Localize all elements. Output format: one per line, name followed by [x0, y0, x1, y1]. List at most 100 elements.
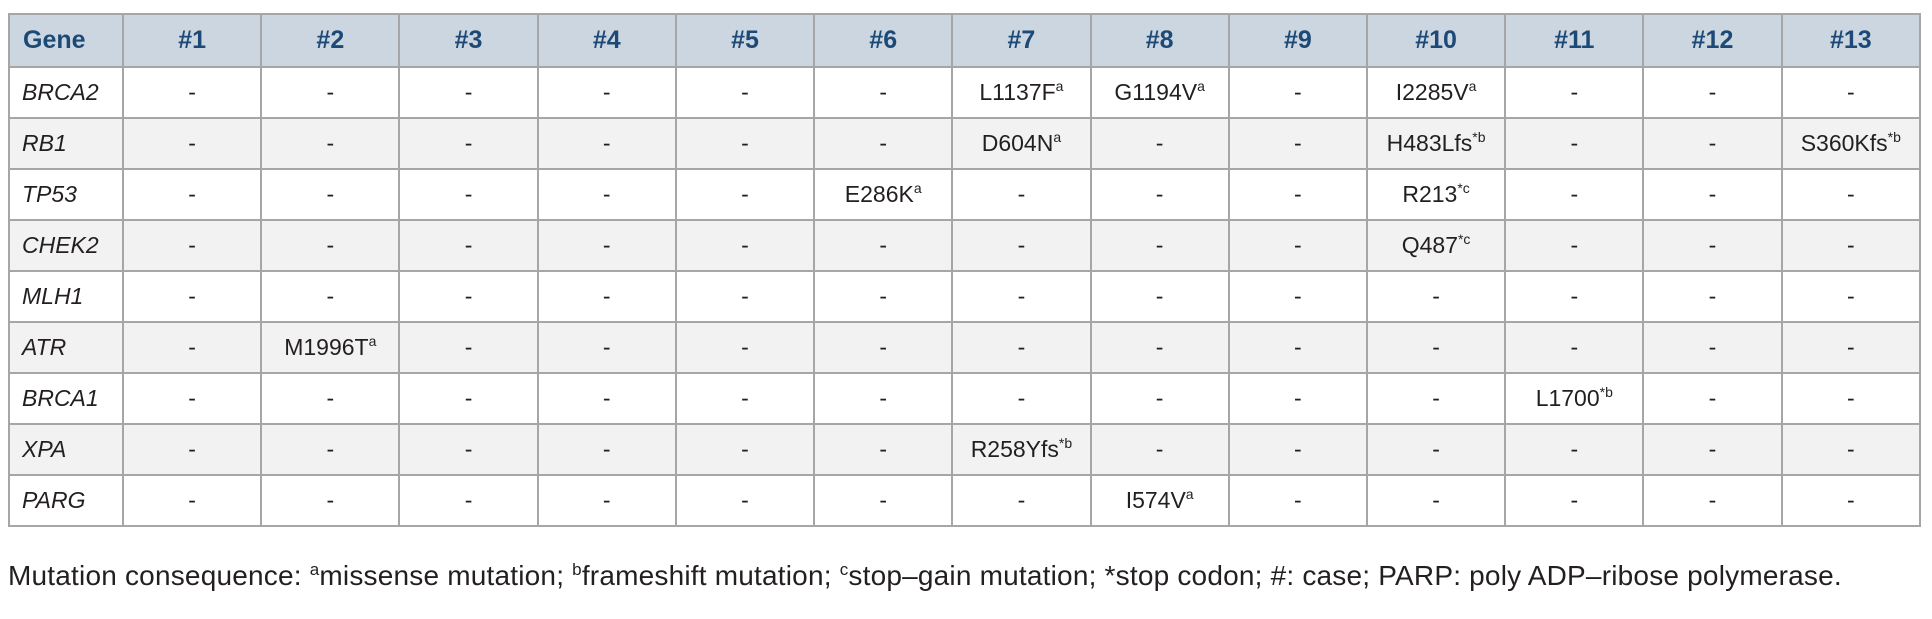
empty-cell: -: [121, 321, 263, 374]
empty-cell: -: [1227, 117, 1368, 170]
empty-cell: -: [536, 66, 677, 119]
table-body: BRCA2- - - - - - L1137Fa G1194Va - I2285Va - - - RB1-…: [8, 66, 1922, 527]
empty-cell: -: [1365, 423, 1507, 476]
empty-cell: -: [536, 270, 677, 323]
mutation-consequence-superscript: *b: [1472, 129, 1486, 145]
empty-cell: -: [1089, 117, 1230, 170]
header-row: Gene #1 #2 #3 #4 #5 #6 #7 #8 #9 #10 #11 #12 #13: [8, 13, 1922, 68]
empty-cell: -: [260, 168, 401, 221]
empty-cell: -: [1780, 219, 1922, 272]
mutation-cell: H483Lfs*b: [1365, 117, 1507, 170]
empty-cell: -: [536, 321, 677, 374]
empty-cell: -: [674, 270, 816, 323]
empty-cell: -: [1089, 372, 1230, 425]
empty-cell: -: [121, 372, 263, 425]
table-header: Gene #1 #2 #3 #4 #5 #6 #7 #8 #9 #10 #11 #12 #13: [8, 13, 1922, 68]
footnote-superscript: a: [309, 560, 320, 579]
mutation-cell: D604Na: [951, 117, 1092, 170]
empty-cell: -: [813, 66, 954, 119]
empty-cell: -: [1227, 219, 1368, 272]
case-column-header: #3: [398, 13, 539, 68]
gene-cell: BRCA2: [8, 66, 124, 119]
mutation-consequence-superscript: *c: [1457, 180, 1470, 196]
case-column-header: #7: [951, 13, 1092, 68]
empty-cell: -: [1504, 168, 1645, 221]
empty-cell: -: [813, 270, 954, 323]
mutation-consequence-superscript: a: [1055, 78, 1064, 94]
empty-cell: -: [121, 270, 263, 323]
empty-cell: -: [536, 474, 677, 527]
empty-cell: -: [1780, 168, 1922, 221]
case-column-header: #12: [1642, 13, 1783, 68]
mutation-consequence-superscript: a: [1053, 129, 1062, 145]
empty-cell: -: [398, 219, 539, 272]
empty-cell: -: [951, 219, 1092, 272]
empty-cell: -: [813, 321, 954, 374]
empty-cell: -: [1227, 423, 1368, 476]
table-row: XPA - - - - - - R258Yfs*b - - - - - -: [8, 423, 1922, 476]
empty-cell: -: [398, 372, 539, 425]
empty-cell: -: [813, 423, 954, 476]
mutation-cell: S360Kfs*b: [1780, 117, 1922, 170]
table-footnote: Mutation consequence: amissense mutation…: [8, 560, 1842, 591]
empty-cell: -: [260, 270, 401, 323]
empty-cell: -: [674, 66, 816, 119]
empty-cell: -: [1642, 117, 1783, 170]
gene-cell: BRCA1: [8, 372, 124, 425]
mutation-consequence-superscript: a: [1185, 486, 1194, 502]
mutation-cell: G1194Va: [1089, 66, 1230, 119]
empty-cell: -: [951, 474, 1092, 527]
empty-cell: -: [674, 219, 816, 272]
empty-cell: -: [398, 66, 539, 119]
empty-cell: -: [398, 270, 539, 323]
empty-cell: -: [260, 219, 401, 272]
empty-cell: -: [674, 117, 816, 170]
empty-cell: -: [1642, 270, 1783, 323]
mutation-cell: E286Ka: [813, 168, 954, 221]
empty-cell: -: [1504, 270, 1645, 323]
empty-cell: -: [674, 474, 816, 527]
empty-cell: -: [1642, 474, 1783, 527]
case-column-header: #4: [536, 13, 677, 68]
empty-cell: -: [1227, 66, 1368, 119]
table-row: RB1- - - - - - D604Na - - H483Lfs*b - - S360Kfs*b: [8, 117, 1922, 170]
empty-cell: -: [951, 168, 1092, 221]
empty-cell: -: [1227, 270, 1368, 323]
footnote-superscript: b: [572, 560, 582, 579]
mutation-cell: Q487*c: [1365, 219, 1507, 272]
empty-cell: -: [1504, 423, 1645, 476]
empty-cell: -: [1780, 66, 1922, 119]
empty-cell: -: [674, 423, 816, 476]
empty-cell: -: [951, 321, 1092, 374]
empty-cell: -: [121, 474, 263, 527]
mutation-consequence-superscript: a: [913, 180, 922, 196]
empty-cell: -: [813, 372, 954, 425]
empty-cell: -: [1089, 423, 1230, 476]
empty-cell: -: [121, 66, 263, 119]
empty-cell: -: [813, 474, 954, 527]
empty-cell: -: [121, 117, 263, 170]
empty-cell: -: [1227, 168, 1368, 221]
empty-cell: -: [1642, 372, 1783, 425]
gene-cell: MLH1: [8, 270, 124, 323]
empty-cell: -: [674, 168, 816, 221]
table-row: BRCA1- - - - - - - - - - L1700*b - -: [8, 372, 1922, 425]
empty-cell: -: [536, 168, 677, 221]
empty-cell: -: [121, 423, 263, 476]
case-column-header: #1: [121, 13, 263, 68]
footnote-superscript: c: [839, 560, 849, 579]
table-row: CHEK2- - - - - - - - - Q487*c - - -: [8, 219, 1922, 272]
empty-cell: -: [260, 372, 401, 425]
mutation-consequence-superscript: a: [368, 333, 377, 349]
empty-cell: -: [1504, 117, 1645, 170]
mutation-cell: M1996Ta: [260, 321, 401, 374]
case-column-header: #2: [260, 13, 401, 68]
mutation-consequence-superscript: *b: [1599, 384, 1613, 400]
empty-cell: -: [674, 372, 816, 425]
case-column-header: #10: [1365, 13, 1507, 68]
empty-cell: -: [1642, 219, 1783, 272]
gene-cell: PARG: [8, 474, 124, 527]
empty-cell: -: [398, 117, 539, 170]
empty-cell: -: [1504, 66, 1645, 119]
